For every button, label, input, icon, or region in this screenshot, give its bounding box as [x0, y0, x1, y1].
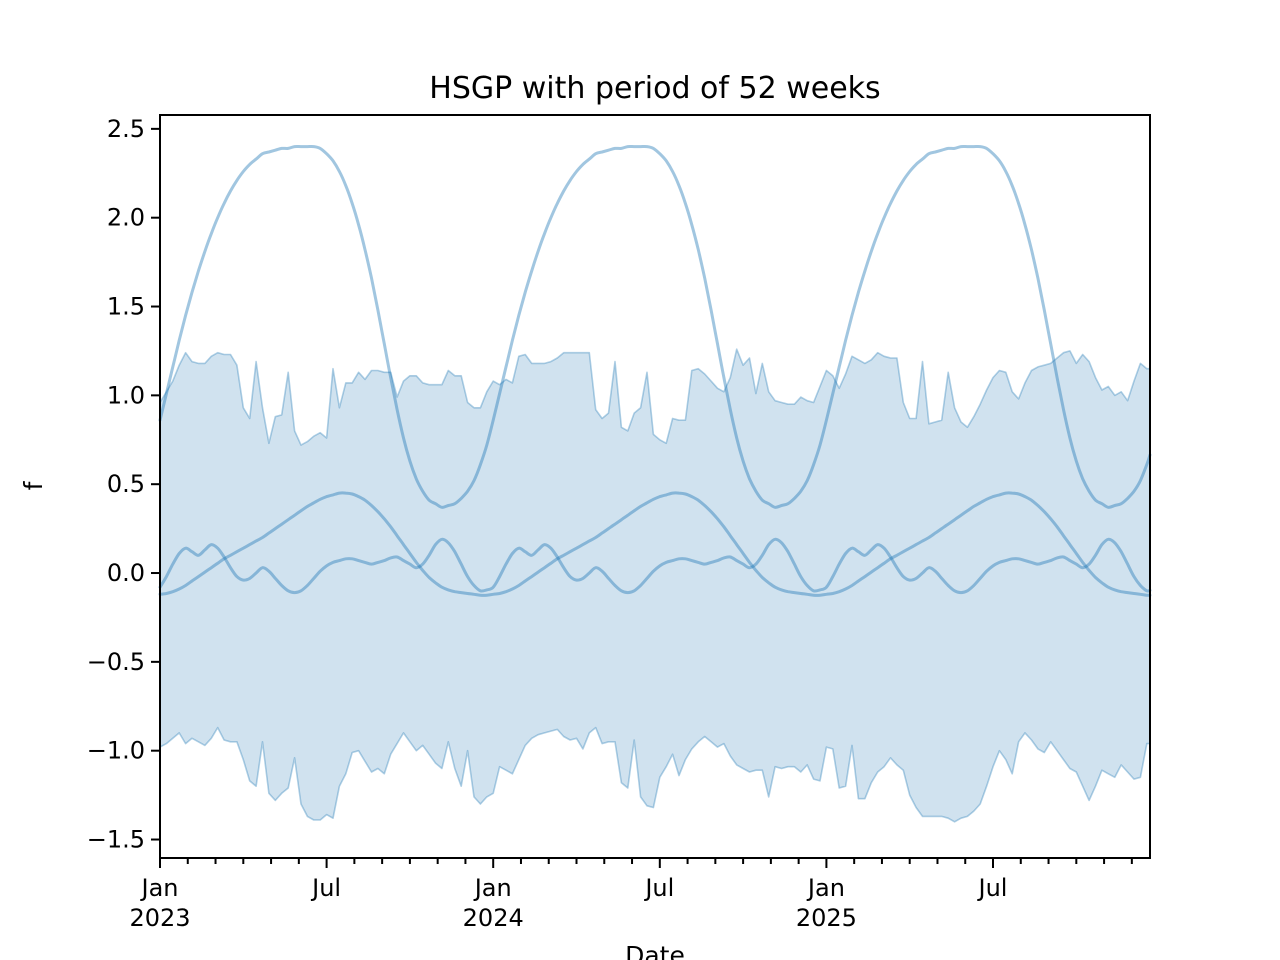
x-tick-label-month: Jul	[977, 874, 1008, 902]
x-tick-label-month: Jul	[310, 874, 341, 902]
axes-layer: 2.52.01.51.00.50.0−0.5−1.0−1.5Jan2023Jul…	[87, 114, 1151, 932]
y-tick-label: 1.5	[107, 293, 145, 321]
x-tick-label-year: 2023	[129, 904, 190, 932]
posterior-sample-wiggly	[158, 537, 1152, 595]
plot-spines	[159, 114, 1151, 859]
y-tick-label: 0.0	[107, 559, 145, 587]
hdi-band-upper-edge	[159, 348, 1150, 446]
x-tick-label-month: Jan	[806, 874, 845, 902]
y-tick-label: 2.5	[107, 115, 145, 143]
posterior-sample-large	[158, 144, 1152, 509]
x-tick-label-month: Jul	[643, 874, 674, 902]
x-tick-label-year: 2025	[796, 904, 857, 932]
posterior-sample-medium	[158, 491, 1152, 597]
hdi-band-lower-edge	[159, 726, 1150, 823]
y-tick-label: 2.0	[107, 204, 145, 232]
x-tick-label-month: Jan	[140, 874, 179, 902]
x-tick-label-year: 2024	[463, 904, 524, 932]
posterior-samples-layer	[158, 144, 1152, 597]
x-axis-label: Date	[625, 941, 685, 960]
y-tick-label: −0.5	[87, 648, 145, 676]
y-axis-label: f	[19, 480, 48, 490]
hdi-band-fill	[160, 349, 1150, 822]
y-tick-label: −1.0	[87, 737, 145, 765]
y-tick-label: 1.0	[107, 381, 145, 409]
y-tick-label: 0.5	[107, 470, 145, 498]
x-tick-label-month: Jan	[473, 874, 512, 902]
y-tick-label: −1.5	[87, 826, 145, 854]
hdi-band-layer	[159, 348, 1150, 823]
chart-title: HSGP with period of 52 weeks	[429, 71, 880, 106]
